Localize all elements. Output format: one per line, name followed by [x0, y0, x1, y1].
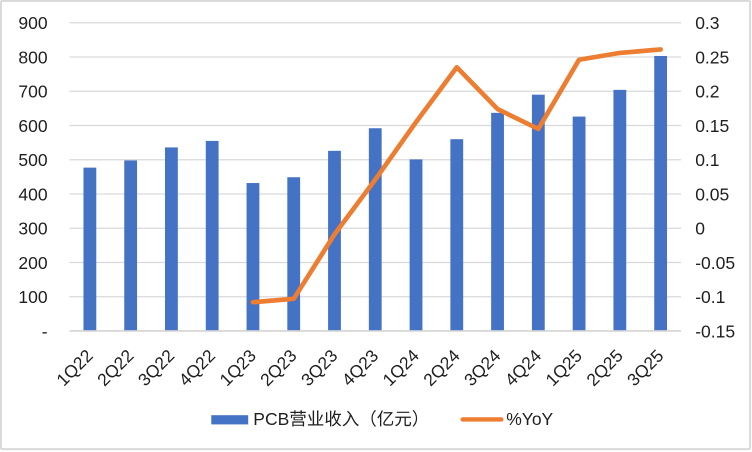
svg-text:-0.05: -0.05	[695, 253, 735, 273]
svg-text:0.05: 0.05	[695, 184, 729, 204]
svg-text:PCB: PCB	[253, 409, 289, 429]
svg-text:2Q23: 2Q23	[256, 345, 300, 389]
svg-text:-0.15: -0.15	[695, 321, 735, 341]
svg-text:2Q25: 2Q25	[582, 345, 626, 389]
svg-text:2Q22: 2Q22	[93, 345, 137, 389]
svg-text:3Q24: 3Q24	[460, 345, 505, 390]
svg-text:200: 200	[18, 253, 47, 273]
svg-text:-: -	[42, 321, 48, 341]
svg-text:600: 600	[18, 116, 47, 136]
svg-text:0.3: 0.3	[695, 13, 719, 33]
svg-text:0: 0	[695, 219, 705, 239]
svg-text:0.25: 0.25	[695, 47, 729, 67]
svg-text:2Q24: 2Q24	[419, 345, 464, 390]
svg-text:3Q22: 3Q22	[134, 345, 178, 389]
svg-text:900: 900	[18, 13, 47, 33]
svg-text:%YoY: %YoY	[506, 409, 553, 429]
svg-text:700: 700	[18, 82, 47, 102]
svg-text:400: 400	[18, 184, 47, 204]
svg-text:300: 300	[18, 219, 47, 239]
svg-text:4Q24: 4Q24	[501, 345, 546, 390]
svg-text:0.1: 0.1	[695, 150, 719, 170]
svg-text:1Q24: 1Q24	[379, 345, 424, 390]
svg-text:1Q22: 1Q22	[52, 345, 96, 389]
svg-text:800: 800	[18, 47, 47, 67]
svg-text:0.15: 0.15	[695, 116, 729, 136]
svg-text:500: 500	[18, 150, 47, 170]
svg-text:3Q23: 3Q23	[297, 345, 341, 389]
svg-text:4Q23: 4Q23	[338, 345, 382, 389]
svg-text:1Q23: 1Q23	[216, 345, 260, 389]
svg-text:3Q25: 3Q25	[623, 345, 667, 389]
svg-text:0.2: 0.2	[695, 82, 719, 102]
svg-text:-0.1: -0.1	[695, 287, 725, 307]
svg-text:1Q25: 1Q25	[542, 345, 586, 389]
svg-text:4Q22: 4Q22	[175, 345, 219, 389]
svg-text:100: 100	[18, 287, 47, 307]
